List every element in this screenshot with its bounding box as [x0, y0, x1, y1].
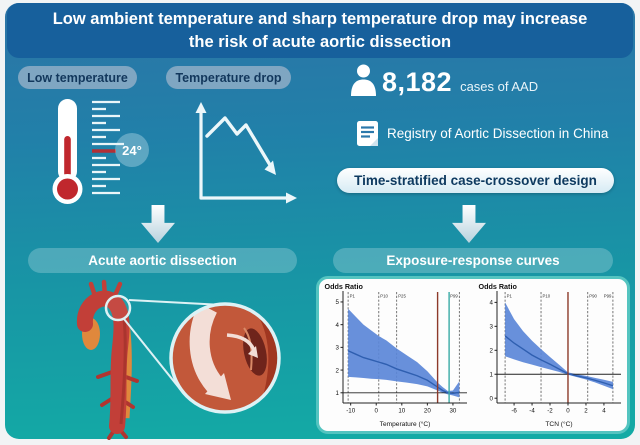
svg-text:10: 10	[398, 408, 405, 415]
svg-text:0: 0	[490, 395, 494, 402]
svg-text:P1: P1	[507, 294, 513, 299]
svg-text:20: 20	[424, 408, 431, 415]
svg-text:P1: P1	[350, 294, 356, 299]
svg-text:2: 2	[336, 367, 340, 374]
svg-text:1: 1	[336, 390, 340, 397]
svg-text:30: 30	[449, 408, 456, 415]
svg-text:-6: -6	[511, 408, 517, 415]
svg-text:Temperature (°C): Temperature (°C)	[380, 420, 431, 428]
registry-label: Registry of Aortic Dissection in China	[387, 126, 609, 141]
outcome-badge: Acute aortic dissection	[28, 248, 297, 273]
svg-text:P99: P99	[450, 294, 458, 299]
temperature-odds-ratio-chart: P1 P10 P25 P99 1 2 3 4 5 -10 0 10 20 30 Odds Ratio Temp…	[325, 282, 467, 428]
aorta-illustration	[76, 279, 281, 440]
svg-text:4: 4	[602, 408, 606, 415]
svg-text:4: 4	[490, 300, 494, 307]
svg-text:0: 0	[375, 408, 379, 415]
cases-count: 8,182	[382, 67, 453, 97]
registry-source: Registry of Aortic Dissection in China	[356, 120, 608, 147]
svg-text:P90: P90	[589, 294, 597, 299]
svg-text:3: 3	[490, 324, 494, 331]
svg-text:5: 5	[336, 299, 340, 306]
cases-statistic: 8,182 cases of AAD	[350, 64, 538, 96]
svg-text:Odds Ratio: Odds Ratio	[325, 282, 364, 291]
title-banner: Low ambient temperature and sharp temper…	[7, 3, 633, 58]
exposure-response-panel: P1 P10 P25 P99 1 2 3 4 5 -10 0 10 20 30 Odds Ratio Temp…	[316, 276, 630, 434]
svg-text:Odds Ratio: Odds Ratio	[479, 282, 518, 291]
temperature-value-badge: 24°	[115, 133, 149, 167]
title-line-1: Low ambient temperature and sharp temper…	[52, 9, 588, 28]
svg-text:2: 2	[584, 408, 588, 415]
document-icon	[357, 121, 378, 146]
svg-text:P99: P99	[604, 294, 612, 299]
svg-text:3: 3	[336, 345, 340, 352]
svg-text:4: 4	[336, 322, 340, 329]
svg-text:0: 0	[566, 408, 570, 415]
title-line-2: the risk of acute aortic dissection	[188, 32, 452, 51]
svg-text:1: 1	[490, 371, 494, 378]
curves-badge: Exposure-response curves	[333, 248, 613, 273]
svg-text:P25: P25	[398, 294, 406, 299]
temperature-drop-chart-icon	[195, 102, 297, 204]
cases-label: cases of AAD	[460, 79, 539, 94]
low-temperature-badge: Low temperature	[18, 66, 137, 89]
thermometer-icon	[52, 99, 124, 204]
person-icon	[351, 64, 376, 96]
tcn-odds-ratio-chart: P1 P10 P90 P99 0 1 2 3 4 -6 -4 -2 0 2 4 Odds Ratio TCN (…	[479, 282, 621, 428]
svg-text:-2: -2	[547, 408, 553, 415]
svg-text:P10: P10	[543, 294, 551, 299]
svg-text:-4: -4	[529, 408, 535, 415]
svg-text:TCN (°C): TCN (°C)	[545, 420, 572, 428]
study-design-badge: Time-stratified case-crossover design	[337, 168, 614, 193]
svg-text:-10: -10	[346, 408, 356, 415]
temperature-drop-badge: Temperature drop	[166, 66, 291, 89]
svg-text:2: 2	[490, 347, 494, 354]
svg-text:P10: P10	[380, 294, 388, 299]
